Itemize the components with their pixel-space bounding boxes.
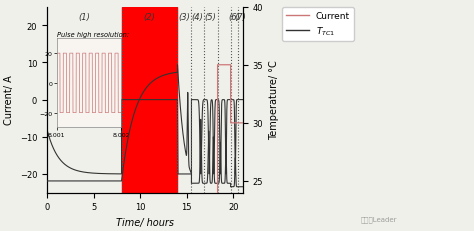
Text: (4): (4) <box>191 13 203 22</box>
Text: (2): (2) <box>144 13 155 22</box>
Text: (3): (3) <box>179 13 191 22</box>
Text: (5): (5) <box>205 13 217 22</box>
Bar <box>121 8 177 193</box>
X-axis label: Time/ hours: Time/ hours <box>116 217 174 227</box>
Text: 新能源Leader: 新能源Leader <box>360 215 397 222</box>
Y-axis label: Temperature/ °C: Temperature/ °C <box>269 61 279 140</box>
Y-axis label: Current/ A: Current/ A <box>4 75 14 125</box>
Text: (7): (7) <box>235 13 246 22</box>
Text: (6): (6) <box>228 13 240 22</box>
Text: (1): (1) <box>78 13 90 22</box>
Legend: Current, $T_{TC1}$: Current, $T_{TC1}$ <box>283 8 354 42</box>
